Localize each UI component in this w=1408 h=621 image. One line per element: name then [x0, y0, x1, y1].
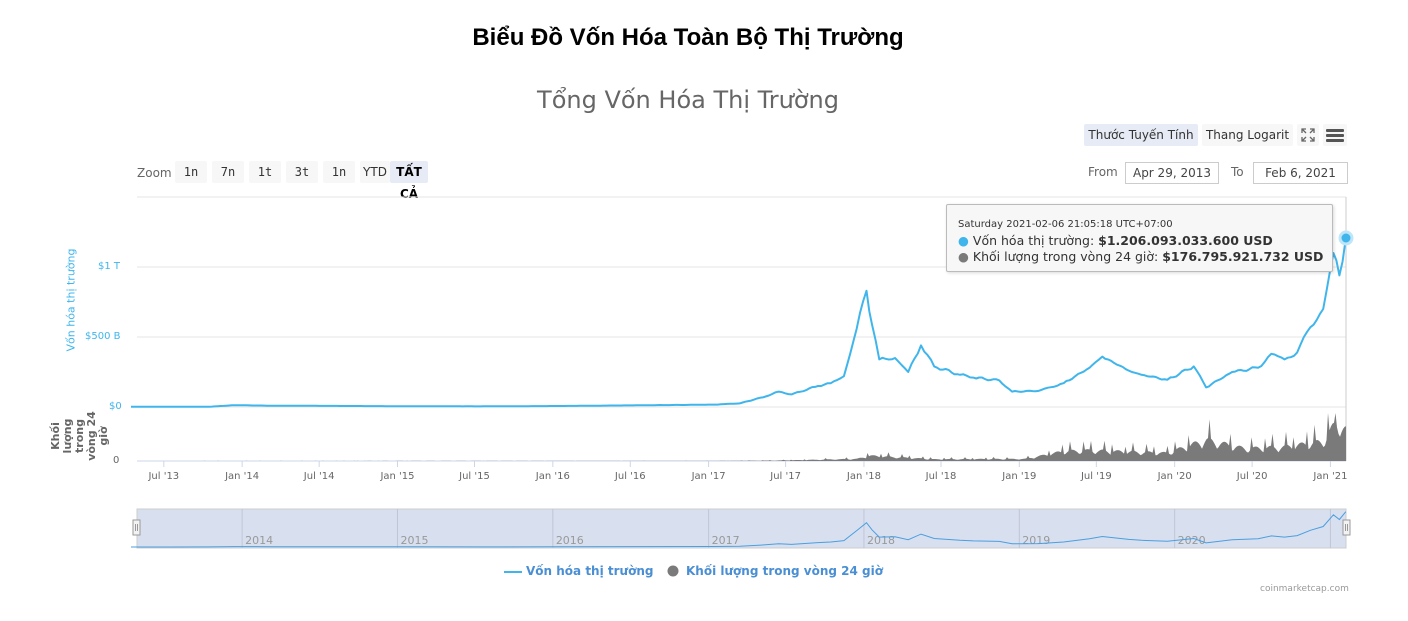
- tooltip-label-volume: Khối lượng trong vòng 24 giờ:: [972, 249, 1163, 264]
- svg-text:Jul '18: Jul '18: [925, 471, 957, 482]
- to-label: To: [1231, 165, 1244, 179]
- svg-text:Jul '13: Jul '13: [147, 471, 179, 482]
- navigator-handle-right[interactable]: [1342, 519, 1351, 536]
- svg-text:Jan '14: Jan '14: [224, 471, 259, 482]
- fullscreen-button[interactable]: [1297, 124, 1319, 146]
- y-tick-1t: $1 T: [98, 261, 121, 272]
- page-title: Biểu Đồ Vốn Hóa Toàn Bộ Thị Trường: [472, 24, 904, 51]
- range-1y-button[interactable]: 1n: [323, 161, 355, 183]
- tooltip-row-market-cap: ● Vốn hóa thị trường: $1.206.093.033.600…: [958, 233, 1273, 248]
- svg-text:2018: 2018: [867, 534, 895, 547]
- svg-text:Jul '14: Jul '14: [303, 471, 335, 482]
- navigator-grid: [241, 509, 1331, 548]
- legend-item-market-cap[interactable]: Vốn hóa thị trường: [526, 564, 654, 578]
- svg-text:Jan '19: Jan '19: [1001, 471, 1036, 482]
- log-scale-button[interactable]: Thang Logarit: [1202, 124, 1293, 146]
- credit-link[interactable]: coinmarketcap.com: [1260, 584, 1349, 594]
- svg-text:Jul '16: Jul '16: [614, 471, 646, 482]
- navigator-range[interactable]: [136, 508, 1347, 549]
- to-date-input[interactable]: Feb 6, 2021: [1253, 162, 1348, 184]
- svg-text:2016: 2016: [556, 534, 584, 547]
- range-1d-button[interactable]: 1n: [175, 161, 207, 183]
- y-tick-500b: $500 B: [85, 331, 121, 342]
- volume-tick-0: 0: [113, 455, 120, 466]
- x-axis-tick-labels: Jul '13 Jan '14 Jul '14 Jan '15 Jul '15 Jan '…: [147, 471, 1347, 482]
- zoom-label: Zoom: [137, 166, 172, 180]
- svg-text:2019: 2019: [1022, 534, 1050, 547]
- svg-text:Jul '15: Jul '15: [458, 471, 490, 482]
- from-label: From: [1088, 165, 1118, 179]
- tooltip-value-volume: $176.795.921.732 USD: [1162, 249, 1324, 264]
- y-tick-0: $0: [109, 401, 122, 412]
- chart-title: Tổng Vốn Hóa Thị Trường: [537, 86, 839, 114]
- svg-text:Jan '16: Jan '16: [535, 471, 570, 482]
- volume-series: [137, 413, 1346, 461]
- legend-item-volume[interactable]: Khối lượng trong vòng 24 giờ: [686, 564, 883, 578]
- fullscreen-icon: [1301, 128, 1315, 142]
- svg-text:Jan '15: Jan '15: [379, 471, 414, 482]
- from-date-input[interactable]: Apr 29, 2013: [1125, 162, 1219, 184]
- svg-text:Jan '20: Jan '20: [1157, 471, 1192, 482]
- tooltip-header: Saturday 2021-02-06 21:05:18 UTC+07:00: [958, 219, 1173, 230]
- navigator-handle-left[interactable]: [132, 519, 141, 536]
- svg-text:Jul '19: Jul '19: [1080, 471, 1112, 482]
- chart-menu-button[interactable]: [1323, 124, 1347, 146]
- tooltip-value-market-cap: $1.206.093.033.600 USD: [1098, 233, 1273, 248]
- svg-text:2020: 2020: [1178, 534, 1206, 547]
- svg-text:Jul '20: Jul '20: [1236, 471, 1268, 482]
- tooltip: Saturday 2021-02-06 21:05:18 UTC+07:00 ●…: [946, 204, 1333, 272]
- svg-text:Jan '18: Jan '18: [846, 471, 881, 482]
- x-axis-ticks: [163, 461, 1331, 467]
- svg-text:Jul '17: Jul '17: [769, 471, 801, 482]
- svg-text:2015: 2015: [400, 534, 428, 547]
- range-ytd-button[interactable]: YTD: [360, 161, 390, 183]
- range-7d-button[interactable]: 7n: [212, 161, 244, 183]
- tooltip-row-volume: ● Khối lượng trong vòng 24 giờ: $176.795…: [958, 249, 1324, 264]
- legend-dot-icon: [667, 565, 679, 577]
- svg-text:Jan '21: Jan '21: [1312, 471, 1347, 482]
- linear-scale-button[interactable]: Thước Tuyến Tính: [1084, 124, 1198, 146]
- range-3m-button[interactable]: 3t: [286, 161, 318, 183]
- svg-text:2017: 2017: [712, 534, 740, 547]
- svg-text:2014: 2014: [245, 534, 273, 547]
- hamburger-menu-icon: [1326, 129, 1344, 142]
- hover-point-marker: [1338, 230, 1354, 246]
- navigator-series: [131, 511, 1347, 548]
- range-1m-button[interactable]: 1t: [249, 161, 281, 183]
- market-cap-series: [131, 238, 1347, 408]
- tooltip-label-market-cap: Vốn hóa thị trường:: [972, 233, 1099, 248]
- svg-text:Jan '17: Jan '17: [691, 471, 726, 482]
